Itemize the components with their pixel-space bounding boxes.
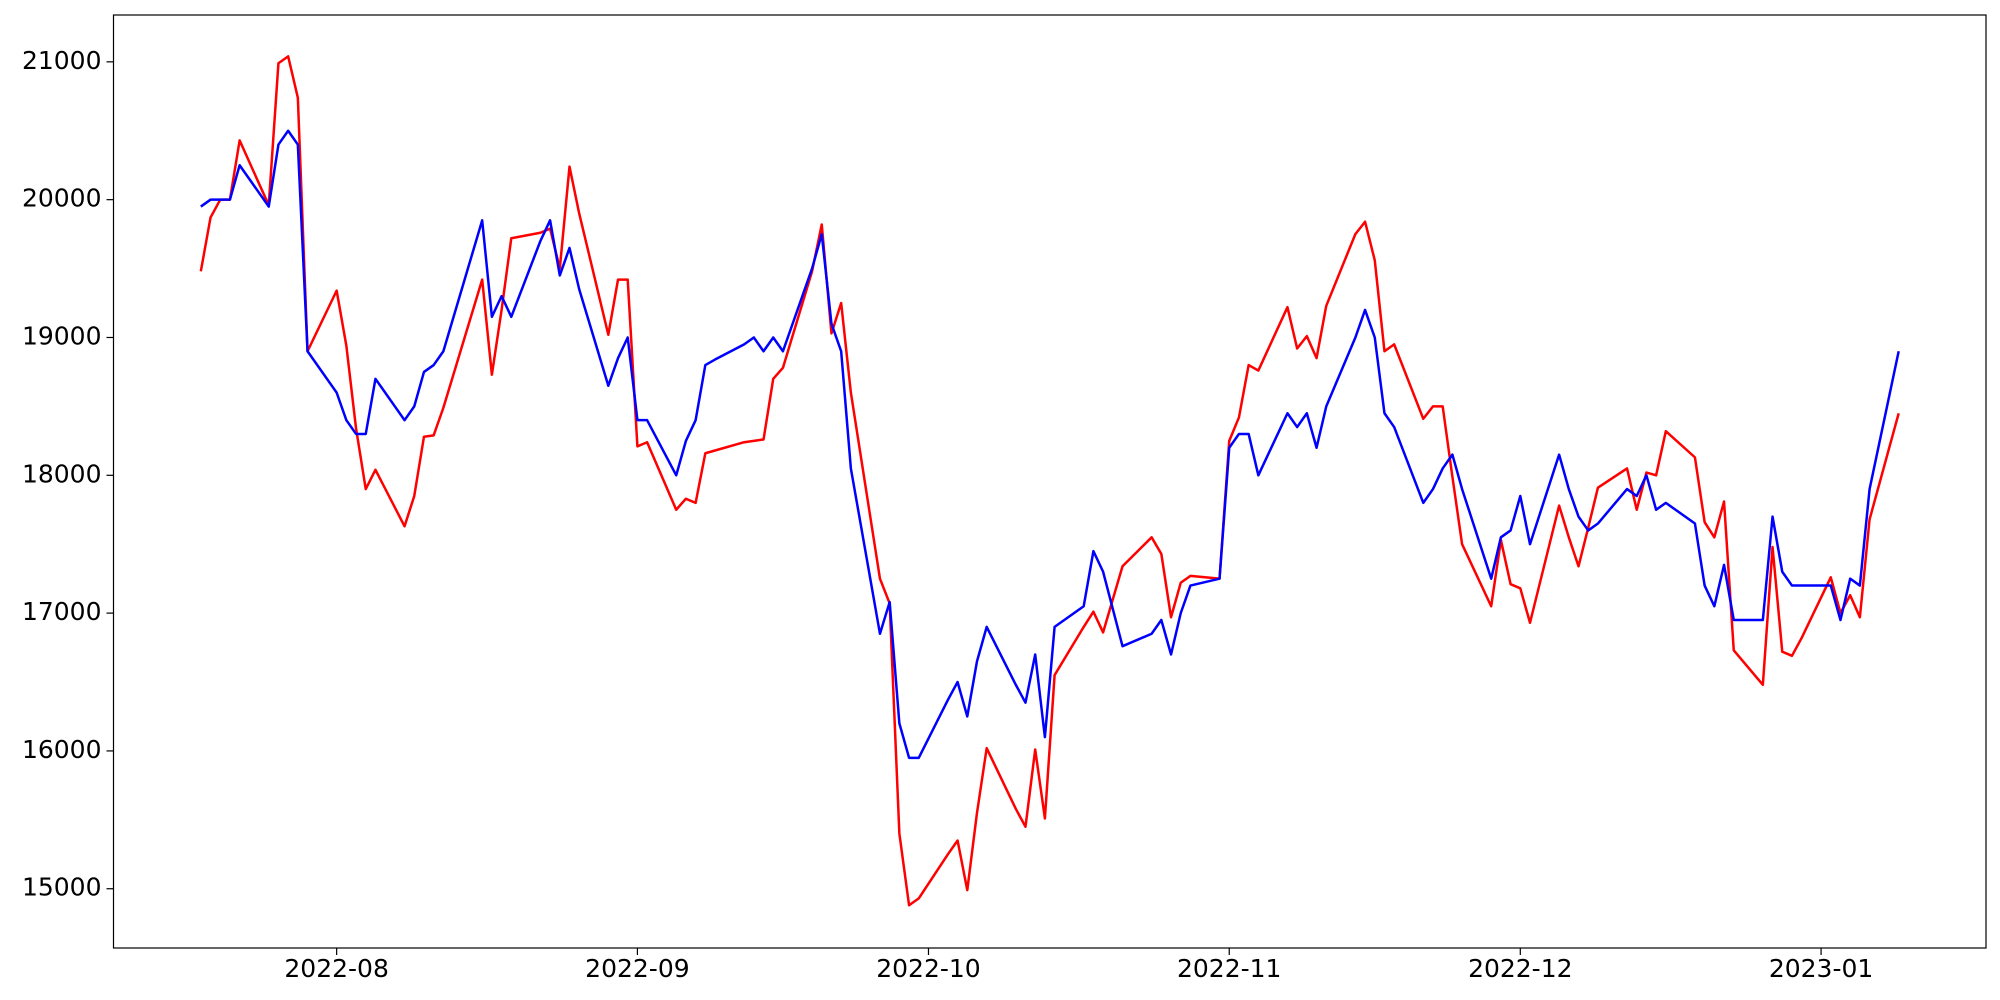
y-tick-label: 17000 (22, 597, 102, 626)
y-tick-label: 20000 (22, 184, 102, 213)
series-line (199, 55, 1900, 907)
y-tick-label: 21000 (22, 46, 102, 75)
x-tick-label: 2022-09 (585, 954, 689, 983)
x-tick-label: 2022-11 (1177, 954, 1281, 983)
plot-frame (112, 14, 1987, 949)
y-tick-label: 19000 (22, 321, 102, 350)
x-tick-label: 2022-08 (284, 954, 388, 983)
x-tick-label: 2022-12 (1468, 954, 1572, 983)
x-tick-label: 2023-01 (1769, 954, 1873, 983)
y-tick-label: 15000 (22, 873, 102, 902)
series-line (200, 129, 1900, 760)
y-tick-label: 16000 (22, 735, 102, 764)
y-tick-label: 18000 (22, 459, 102, 488)
x-tick-label: 2022-10 (876, 954, 980, 983)
